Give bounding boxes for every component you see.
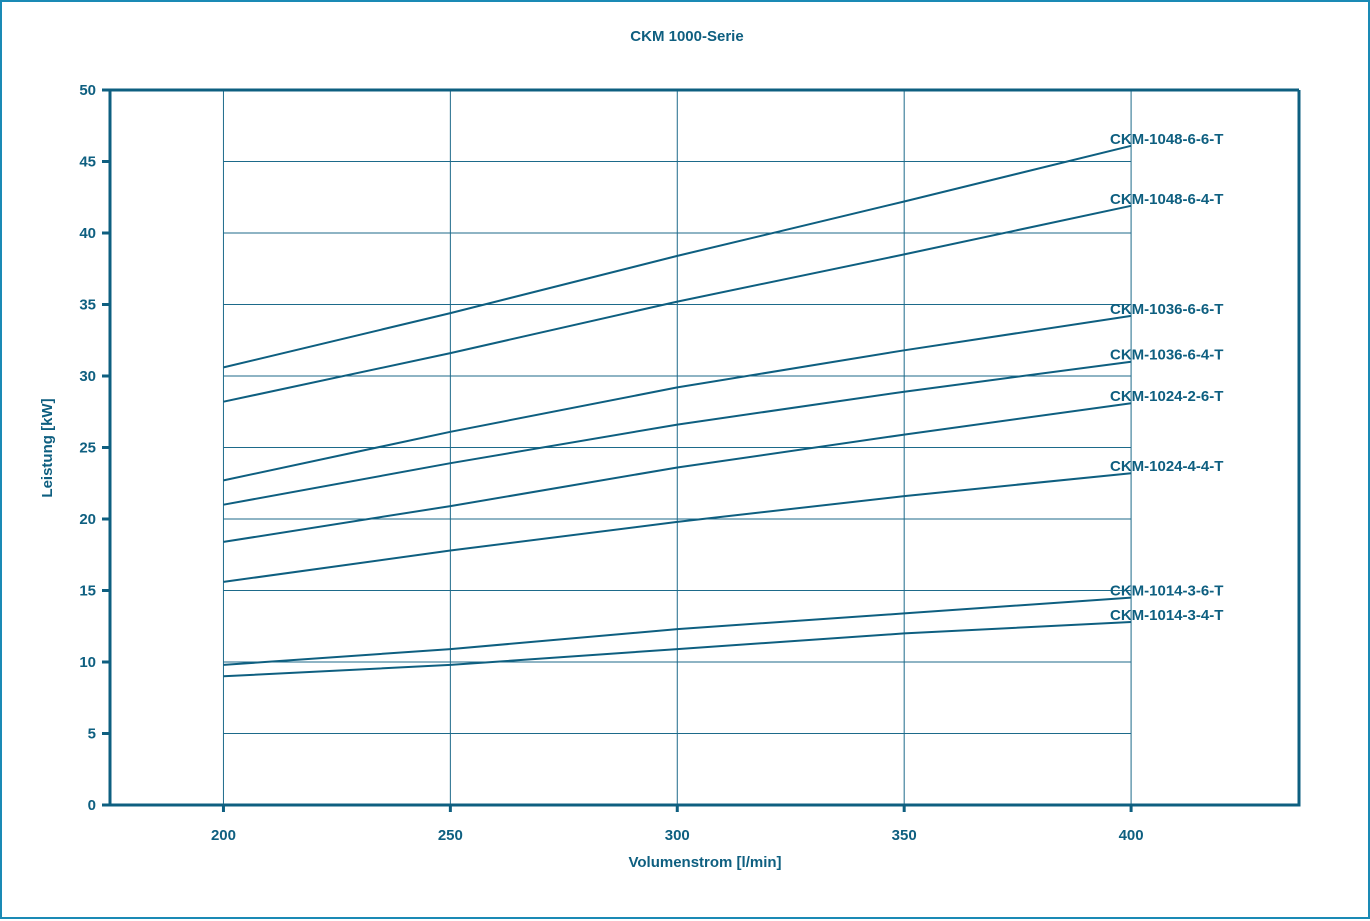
series-label-ckm-1036-6-6-t: CKM-1036-6-6-T [1110,301,1223,318]
grid [223,90,1131,805]
series-label-ckm-1048-6-6-t: CKM-1048-6-6-T [1110,131,1223,148]
y-tick-label: 10 [79,654,96,671]
y-axis-title: Leistung [kW] [39,398,56,497]
x-tick-label: 300 [665,827,690,844]
series-labels: CKM-1048-6-6-T CKM-1048-6-4-T CKM-1036-6-6… [1110,131,1223,624]
y-tick-label: 15 [79,583,96,600]
chart-title: CKM 1000-Serie [630,28,743,45]
y-tick-label: 45 [79,154,96,171]
series-label-ckm-1048-6-4-t: CKM-1048-6-4-T [1110,191,1223,208]
y-tick-label: 5 [88,726,96,743]
x-tick-label: 350 [892,827,917,844]
series-label-ckm-1024-2-6-t: CKM-1024-2-6-T [1110,388,1223,405]
y-tick-label: 35 [79,297,96,314]
y-tick-label: 30 [79,368,96,385]
series-label-ckm-1036-6-4-t: CKM-1036-6-4-T [1110,347,1223,364]
y-tick-label: 40 [79,225,96,242]
y-tick-label: 50 [79,82,96,99]
y-tick-label: 25 [79,440,96,457]
x-tick-label: 250 [438,827,463,844]
series-label-ckm-1014-3-6-t: CKM-1014-3-6-T [1110,583,1223,600]
y-tick-label: 0 [88,797,96,814]
series-label-ckm-1014-3-4-t: CKM-1014-3-4-T [1110,607,1223,624]
tick-labels: 0 5 10 15 20 25 30 35 40 45 50 200 250 300 350 400 [79,82,1143,844]
x-tick-label: 400 [1119,827,1144,844]
y-tick-label: 20 [79,511,96,528]
series-label-ckm-1024-4-4-t: CKM-1024-4-4-T [1110,458,1223,475]
x-axis-title: Volumenstrom [l/min] [628,854,781,871]
x-tick-label: 200 [211,827,236,844]
